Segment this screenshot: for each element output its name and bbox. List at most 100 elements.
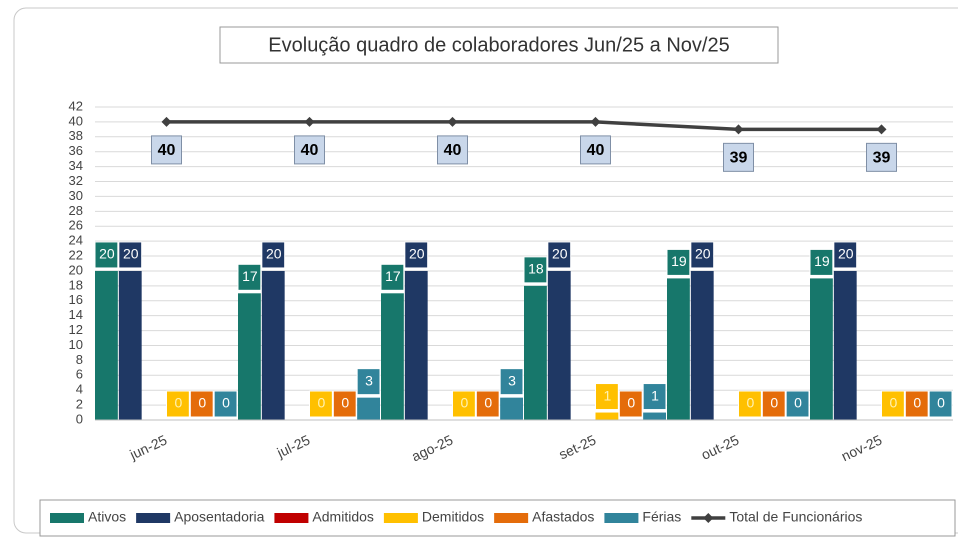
- y-tick-label: 40: [69, 113, 83, 128]
- y-tick-label: 38: [69, 128, 83, 143]
- data-label-box: [189, 390, 214, 418]
- legend-swatch: [383, 513, 418, 523]
- data-label-box: [833, 241, 858, 269]
- legend-label: Aposentadoria: [174, 509, 265, 525]
- legend-label: Total de Funcionários: [729, 509, 862, 525]
- data-label-box: [309, 390, 333, 418]
- data-label: 19: [671, 253, 687, 269]
- y-tick-label: 26: [69, 218, 83, 233]
- data-label: 40: [587, 142, 605, 159]
- data-label-box: [595, 383, 619, 411]
- bar: [238, 293, 261, 420]
- y-tick-label: 8: [76, 352, 83, 367]
- data-label-box: [294, 135, 325, 165]
- y-tick-label: 28: [69, 203, 83, 218]
- legend-item: Demitidos: [383, 509, 484, 525]
- data-label-box: [690, 241, 715, 269]
- data-label-box: [151, 135, 182, 165]
- data-label: 20: [99, 246, 115, 262]
- y-tick-label: 10: [69, 337, 83, 352]
- legend-swatch: [604, 513, 639, 523]
- bar: [833, 270, 857, 420]
- data-label-box: [738, 390, 762, 418]
- y-tick-label: 34: [69, 158, 83, 173]
- line: [166, 120, 882, 132]
- data-label: 20: [838, 246, 854, 262]
- bar: [118, 270, 142, 420]
- y-tick-label: 22: [69, 247, 83, 262]
- data-label: 20: [123, 246, 139, 262]
- legend-label: Férias: [642, 509, 681, 525]
- data-label: 20: [552, 246, 568, 262]
- data-label: 0: [318, 395, 326, 411]
- data-label: 19: [814, 253, 830, 269]
- data-label-box: [866, 142, 897, 172]
- legend-item: Afastados: [494, 509, 594, 525]
- data-label: 17: [385, 268, 401, 284]
- y-tick-label: 42: [69, 98, 83, 113]
- line-marker: [590, 116, 601, 127]
- data-label-box: [723, 142, 754, 172]
- legend-item: Férias: [604, 509, 681, 525]
- y-tick-label: 12: [69, 322, 83, 337]
- data-label: 0: [890, 395, 898, 411]
- legend-label: Ativos: [88, 509, 126, 525]
- data-label: 0: [794, 395, 802, 411]
- data-label-box: [618, 390, 643, 418]
- data-label-box: [332, 390, 357, 418]
- y-tick-label: 36: [69, 143, 83, 158]
- data-label-box: [666, 248, 691, 276]
- y-tick-label: 32: [69, 173, 83, 188]
- data-label-box: [499, 368, 524, 396]
- data-label: 1: [651, 387, 659, 403]
- data-label-box: [356, 368, 381, 396]
- y-tick-label: 4: [76, 382, 83, 397]
- data-label-box: [118, 241, 143, 269]
- y-tick-label: 30: [69, 188, 83, 203]
- data-label: 17: [242, 268, 258, 284]
- data-label: 39: [873, 150, 891, 167]
- y-tick-label: 6: [76, 367, 83, 382]
- data-label-box: [785, 390, 810, 418]
- data-label-box: [761, 390, 786, 418]
- data-label: 40: [158, 142, 176, 159]
- data-label-box: [881, 390, 905, 418]
- data-label-box: [547, 241, 572, 269]
- legend-swatch: [136, 513, 171, 523]
- legend-label: Afastados: [532, 509, 594, 525]
- title-box: [219, 26, 779, 64]
- data-label-box: [166, 390, 190, 418]
- data-label: 18: [528, 261, 544, 277]
- data-label-box: [437, 135, 468, 165]
- data-label: 0: [175, 395, 183, 411]
- bar: [404, 270, 428, 420]
- y-tick-label: 16: [69, 292, 83, 307]
- legend-swatch: [703, 513, 714, 523]
- bar: [357, 397, 380, 420]
- data-label: 0: [913, 395, 921, 411]
- data-label: 0: [461, 395, 469, 411]
- data-label: 39: [730, 150, 748, 167]
- data-label-box: [809, 248, 834, 276]
- data-label-box: [380, 263, 405, 291]
- data-label: 40: [301, 142, 319, 159]
- data-label-box: [904, 390, 929, 418]
- y-tick-label: 0: [76, 411, 83, 426]
- line-marker: [733, 124, 744, 135]
- data-label: 0: [627, 395, 635, 411]
- bar: [810, 278, 833, 420]
- data-label: 0: [341, 395, 349, 411]
- y-tick-label: 24: [69, 233, 83, 248]
- chart-title: Evolução quadro de colaboradores Jun/25 …: [268, 34, 729, 56]
- bar: [667, 278, 690, 420]
- data-label: 3: [508, 372, 516, 388]
- line-marker: [304, 116, 315, 127]
- data-label: 3: [365, 372, 373, 388]
- data-label: 0: [222, 395, 230, 411]
- line-marker: [447, 116, 458, 127]
- data-label: 0: [198, 395, 206, 411]
- data-label: 20: [695, 246, 711, 262]
- data-label-box: [475, 390, 500, 418]
- data-label: 20: [266, 246, 282, 262]
